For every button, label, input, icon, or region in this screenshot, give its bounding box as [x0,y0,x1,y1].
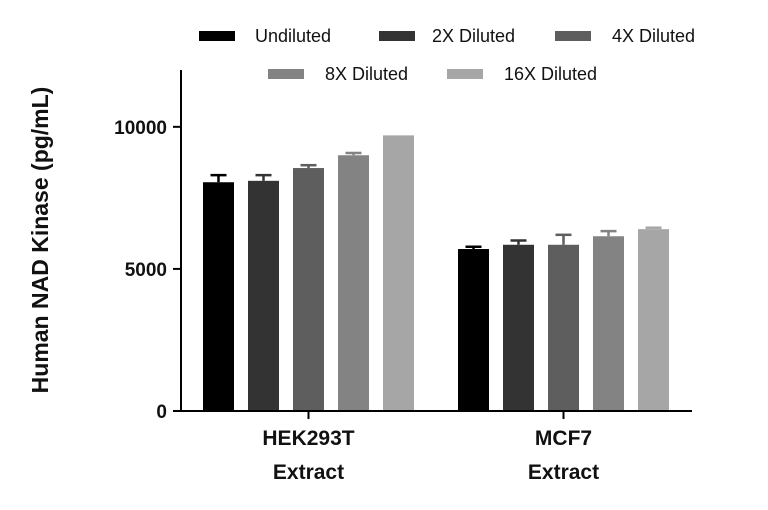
legend-label: 16X Diluted [504,64,597,84]
legend-swatch [268,69,304,79]
x-category-label-line2: Extract [528,461,599,484]
bar [458,249,489,411]
legend: Undiluted 2X Diluted 4X Diluted 8X Diluted 1… [199,26,695,84]
bar [503,244,534,411]
x-category-labels: HEK293T Extract MCF7 Extract [262,411,599,484]
y-tick-label: 0 [156,402,167,423]
bar [548,244,579,411]
bar [203,182,234,411]
bar [383,135,414,411]
legend-label: 2X Diluted [432,26,515,46]
y-tick-label: 10000 [114,118,167,139]
legend-label: Undiluted [255,26,331,46]
bar [293,168,324,411]
bar [248,180,279,411]
bar [638,229,669,411]
legend-label: 8X Diluted [325,64,408,84]
y-ticks: 0 5000 10000 [114,118,181,423]
x-category-label: HEK293T [262,427,354,450]
y-tick-label: 5000 [125,260,167,281]
y-axis-title: Human NAD Kinase (pg/mL) [27,87,53,394]
legend-swatch [447,69,483,79]
legend-label: 4X Diluted [612,26,695,46]
bar [338,155,369,411]
legend-swatch [379,31,415,41]
legend-swatch [199,31,235,41]
bar [593,236,624,411]
bars [203,135,669,411]
x-category-label-line2: Extract [273,461,344,484]
x-category-label: MCF7 [535,427,592,450]
legend-swatch [555,31,591,41]
